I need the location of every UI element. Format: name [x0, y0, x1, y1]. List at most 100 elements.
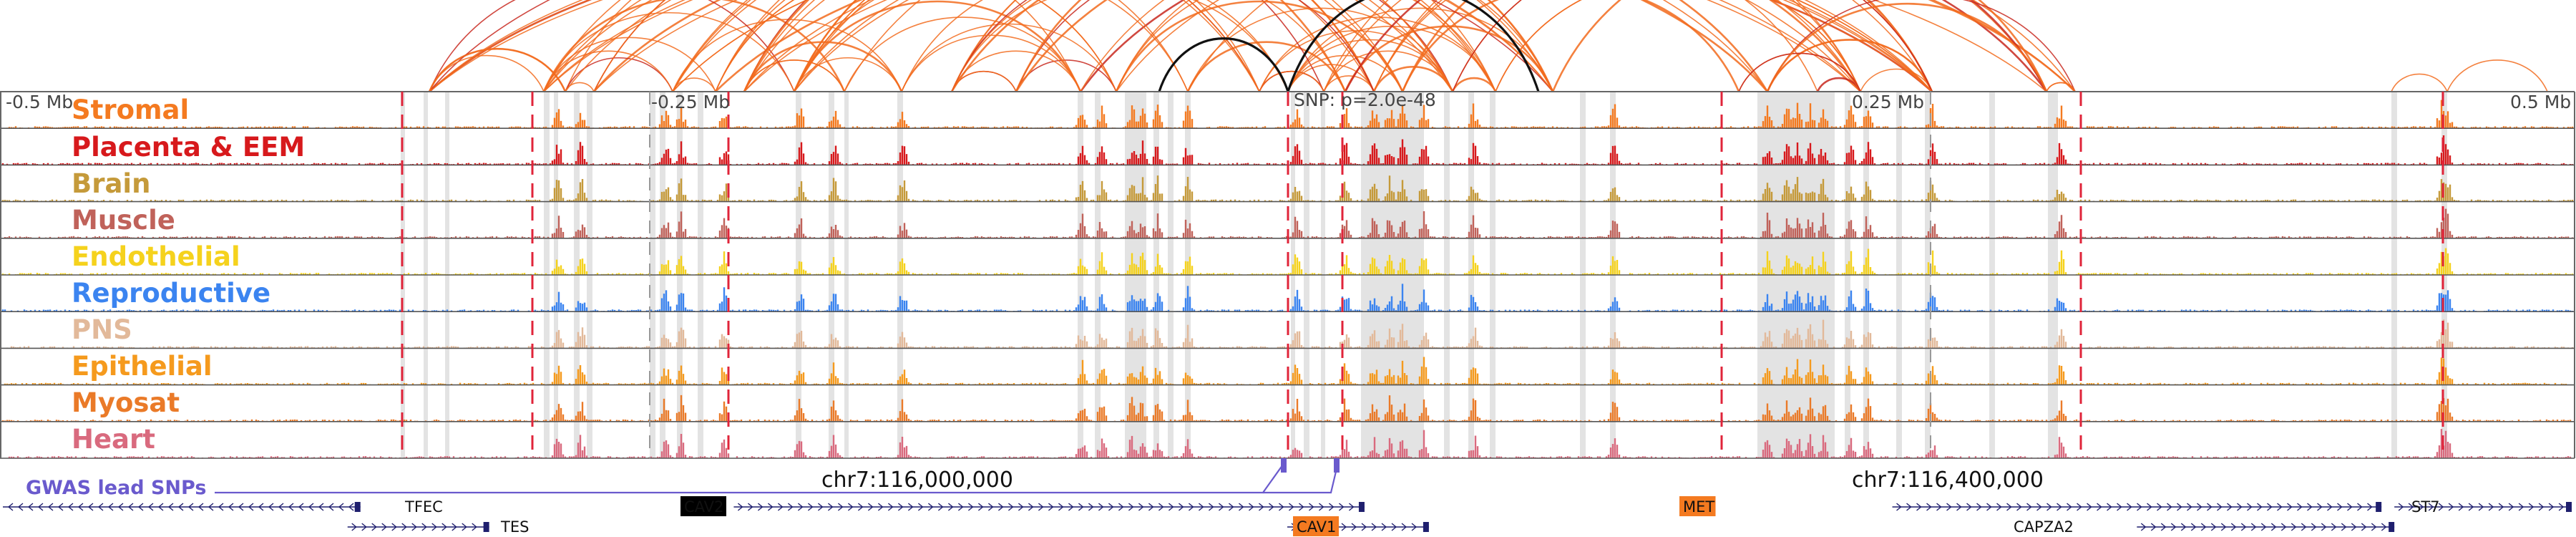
strand-chevron: [2290, 523, 2297, 531]
strand-chevron: [2468, 503, 2474, 511]
strand-chevron: [1088, 503, 1094, 511]
loop-arc: [951, 0, 1346, 92]
strand-chevron: [2277, 503, 2283, 511]
strand-chevron: [137, 503, 144, 511]
strand-chevron: [2428, 503, 2434, 511]
track-label-pns: PNS: [72, 314, 132, 345]
strand-chevron: [917, 503, 924, 511]
strand-chevron: [2337, 503, 2343, 511]
strand-chevron: [977, 503, 984, 511]
strand-chevron: [2217, 503, 2223, 511]
strand-chevron: [2140, 523, 2147, 531]
strand-chevron: [897, 503, 904, 511]
gene-capza2: CAPZA2: [2014, 518, 2395, 536]
gene-label-box: [680, 496, 726, 516]
strand-chevron: [421, 523, 427, 531]
strand-chevron: [2311, 523, 2317, 531]
strand-chevron: [1208, 503, 1214, 511]
strand-chevron: [27, 503, 34, 511]
loop-arc: [1452, 0, 1933, 92]
strand-chevron: [288, 503, 294, 511]
strand-chevron: [767, 503, 774, 511]
strand-chevron: [867, 503, 874, 511]
strand-chevron: [2321, 523, 2327, 531]
strand-chevron: [2026, 503, 2032, 511]
strand-chevron: [452, 523, 457, 531]
strand-chevron: [2287, 503, 2293, 511]
strand-chevron: [197, 503, 204, 511]
loop-arc: [901, 0, 1289, 92]
strand-chevron: [2371, 523, 2377, 531]
track-label-epithelial: Epithelial: [72, 351, 213, 382]
gene-annotations: TFEC CAV2 MET ST7 TES CAV1 CAPZA2: [3, 496, 2572, 536]
strand-chevron: [957, 503, 964, 511]
loop-arc: [715, 0, 1117, 92]
strand-chevron: [167, 503, 174, 511]
gwas-snp-marker: [1334, 458, 1340, 473]
coverage-signal: [6, 319, 2574, 349]
strand-chevron: [238, 503, 244, 511]
strand-chevron: [57, 503, 64, 511]
strand-chevron: [1946, 503, 1952, 511]
strand-chevron: [967, 503, 974, 511]
loop-arc: [951, 70, 1017, 92]
track-labels: Stromal Placenta & EEM Brain Muscle Endo…: [72, 95, 305, 455]
exon: [2376, 502, 2382, 512]
gwas-lead-snps: GWAS lead SNPs: [26, 458, 1340, 499]
strand-chevron: [47, 503, 54, 511]
chromatin-loops: [428, 0, 2548, 92]
loop-arc: [543, 50, 673, 92]
loop-arc: [1186, 41, 1347, 92]
loop-arc: [794, 57, 902, 92]
strand-chevron: [1028, 503, 1034, 511]
strand-chevron: [2016, 503, 2022, 511]
strand-chevron: [2247, 503, 2253, 511]
strand-chevron: [1381, 523, 1387, 531]
loop-arc: [1373, 0, 1818, 92]
strand-chevron: [391, 523, 397, 531]
strand-chevron: [2227, 503, 2233, 511]
strand-chevron: [2067, 503, 2072, 511]
coordinate-label: chr7:116,000,000: [821, 468, 1013, 493]
loop-arc: [951, 0, 1289, 92]
strand-chevron: [1318, 503, 1324, 511]
strand-chevron: [381, 523, 387, 531]
strand-chevron: [318, 503, 324, 511]
loop-arc: [844, 16, 1081, 92]
exon: [1423, 522, 1429, 532]
track-label-muscle: Muscle: [72, 205, 175, 236]
loop-arc: [1373, 0, 1861, 92]
strand-chevron: [2117, 503, 2122, 511]
loop-arc: [1287, 7, 1553, 92]
accessibility-tracks: [0, 91, 2575, 459]
strand-chevron: [1298, 503, 1304, 511]
strand-chevron: [2508, 503, 2514, 511]
loop-arc: [1287, 54, 1403, 92]
axis-tick-label: 0.5 Mb: [2510, 92, 2571, 112]
strand-chevron: [2250, 523, 2257, 531]
gene-cav2: CAV2: [680, 496, 1365, 516]
strand-chevron: [2097, 503, 2102, 511]
loop-arc: [1259, 70, 1324, 92]
strand-chevron: [1278, 503, 1284, 511]
strand-chevron: [2280, 523, 2287, 531]
loop-arc: [429, 0, 795, 92]
loop-arc: [794, 0, 1496, 92]
strand-chevron: [371, 523, 377, 531]
strand-chevron: [2398, 503, 2404, 511]
loop-arc: [565, 0, 1081, 92]
loop-arc: [1373, 0, 1933, 92]
strand-chevron: [258, 503, 264, 511]
strand-chevron: [2147, 503, 2152, 511]
loop-arc: [1116, 0, 1553, 92]
loop-arc: [743, 41, 903, 92]
loop-arc-highlight: [1158, 37, 1289, 92]
strand-chevron: [2137, 503, 2142, 511]
strand-chevron: [1018, 503, 1024, 511]
strand-chevron: [2418, 503, 2424, 511]
loop-arc: [715, 0, 1189, 92]
loop-arc: [793, 0, 1082, 92]
strand-chevron: [1401, 523, 1407, 531]
axis-tick-label: -0.25 Mb: [651, 92, 730, 112]
strand-chevron: [2538, 503, 2545, 511]
